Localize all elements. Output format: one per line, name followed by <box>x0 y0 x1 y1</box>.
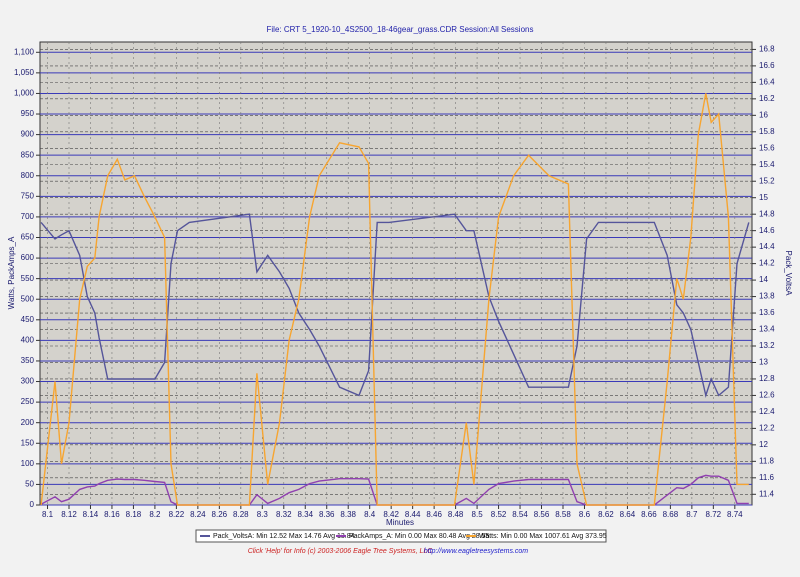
legend <box>195 529 607 543</box>
x-tick-label: 8.18 <box>126 510 142 519</box>
y-tick-label: 450 <box>21 315 35 324</box>
y2-tick-label: 11.4 <box>759 489 775 498</box>
y-tick-label: 150 <box>21 438 35 447</box>
x-tick-label: 8.24 <box>190 510 206 519</box>
x-tick-label: 8.1 <box>42 510 54 519</box>
y-tick-label: 200 <box>21 418 35 427</box>
x-tick-label: 8.32 <box>276 510 292 519</box>
x-tick-label: 8.4 <box>364 510 376 519</box>
y-tick-label: 500 <box>21 294 35 303</box>
y2-tick-label: 16.2 <box>759 94 775 103</box>
series-line <box>40 213 750 399</box>
y2-tick-label: 12.2 <box>759 423 775 432</box>
x-tick-label: 8.56 <box>534 510 550 519</box>
y2-tick-label: 13.2 <box>759 341 775 350</box>
x-tick-label: 8.2 <box>149 510 161 519</box>
y2-tick-label: 12 <box>759 440 768 449</box>
y-tick-label: 750 <box>21 191 35 200</box>
y2-tick-label: 12.4 <box>759 407 775 416</box>
y-tick-label: 1,050 <box>14 68 35 77</box>
x-tick-label: 8.64 <box>620 510 636 519</box>
x-tick-label: 8.52 <box>491 510 507 519</box>
y2-tick-label: 11.6 <box>759 473 775 482</box>
y2-tick-label: 14.6 <box>759 226 775 235</box>
y2-tick-label: 11.8 <box>759 456 775 465</box>
y-tick-label: 700 <box>21 212 35 221</box>
x-tick-label: 8.44 <box>405 510 421 519</box>
y2-tick-label: 14 <box>759 275 768 284</box>
y-tick-label: 1,100 <box>14 47 35 56</box>
y-tick-label: 550 <box>21 274 35 283</box>
y-tick-label: 400 <box>21 335 35 344</box>
x-tick-label: 8.22 <box>169 510 185 519</box>
y2-tick-label: 13.6 <box>759 308 775 317</box>
y2-tick-label: 13.4 <box>759 325 775 334</box>
y2-tick-label: 15.6 <box>759 143 775 152</box>
x-tick-label: 8.14 <box>83 510 99 519</box>
y2-tick-label: 12.6 <box>759 391 775 400</box>
x-tick-label: 8.68 <box>663 510 679 519</box>
y-tick-label: 600 <box>21 253 35 262</box>
y2-tick-label: 12.8 <box>759 374 775 383</box>
x-tick-label: 8.7 <box>686 510 698 519</box>
series-line <box>40 93 749 506</box>
footer-url[interactable]: http://www.eagletreesystems.com <box>424 548 528 555</box>
x-tick-label: 8.3 <box>257 510 269 519</box>
y-tick-label: 0 <box>30 500 35 509</box>
x-tick-label: 8.26 <box>212 510 228 519</box>
y2-tick-label: 13 <box>759 358 768 367</box>
y-tick-label: 300 <box>21 377 35 386</box>
y2-tick-label: 16.4 <box>759 77 775 86</box>
y2-tick-label: 16 <box>759 110 768 119</box>
legend-label: PackAmps_A: Min 0.00 Max 80.48 Avg 28.55 <box>349 533 489 540</box>
x-tick-label: 8.42 <box>383 510 399 519</box>
plot-area <box>39 41 753 506</box>
x-tick-label: 8.58 <box>555 510 571 519</box>
x-tick-label: 8.48 <box>448 510 464 519</box>
legend-label: Watts: Min 0.00 Max 1007.61 Avg 373.95 <box>479 533 607 540</box>
x-tick-label: 8.6 <box>579 510 591 519</box>
y2-tick-label: 15 <box>759 193 768 202</box>
x-tick-label: 8.12 <box>61 510 77 519</box>
x-tick-label: 8.46 <box>426 510 442 519</box>
y2-tick-label: 15.2 <box>759 176 775 185</box>
chart-title: File: CRT 5_1920-10_4S2500_18-46gear_gra… <box>267 25 534 34</box>
x-tick-label: 8.72 <box>706 510 722 519</box>
y-tick-label: 650 <box>21 233 35 242</box>
y2-tick-label: 14.4 <box>759 242 775 251</box>
x-tick-label: 8.66 <box>641 510 657 519</box>
y-tick-label: 900 <box>21 130 35 139</box>
y-tick-label: 50 <box>25 480 34 489</box>
x-tick-label: 8.5 <box>472 510 484 519</box>
y2-tick-label: 16.8 <box>759 45 775 54</box>
x-tick-label: 8.28 <box>233 510 249 519</box>
y2-tick-label: 14.8 <box>759 209 775 218</box>
y-tick-label: 350 <box>21 356 35 365</box>
y-tick-label: 100 <box>21 459 35 468</box>
y-tick-label: 850 <box>21 150 35 159</box>
x-tick-label: 8.16 <box>104 510 120 519</box>
y2-tick-label: 15.4 <box>759 160 775 169</box>
y-tick-label: 1,000 <box>14 89 35 98</box>
y2-tick-label: 15.8 <box>759 127 775 136</box>
series-line <box>40 474 749 506</box>
y-tick-label: 950 <box>21 109 35 118</box>
x-tick-label: 8.36 <box>319 510 335 519</box>
x-tick-label: 8.74 <box>727 510 743 519</box>
x-tick-label: 8.34 <box>297 510 313 519</box>
x-tick-label: 8.38 <box>340 510 356 519</box>
y-axis-label: Watts, PackAmps_A <box>7 236 16 309</box>
y2-tick-label: 13.8 <box>759 292 775 301</box>
y-tick-label: 250 <box>21 397 35 406</box>
y2-axis-label: Pack_VoltsA <box>784 251 793 297</box>
legend-label: Pack_VoltsA: Min 12.52 Max 14.76 Avg 13.… <box>213 533 355 540</box>
y-tick-label: 800 <box>21 171 35 180</box>
y2-tick-label: 16.6 <box>759 61 775 70</box>
y2-tick-label: 14.2 <box>759 259 775 268</box>
footer: Click 'Help' for Info (c) 2003-2006 Eagl… <box>248 548 434 555</box>
x-axis-label: Minutes <box>386 518 414 527</box>
x-tick-label: 8.54 <box>512 510 528 519</box>
x-tick-label: 8.62 <box>598 510 614 519</box>
